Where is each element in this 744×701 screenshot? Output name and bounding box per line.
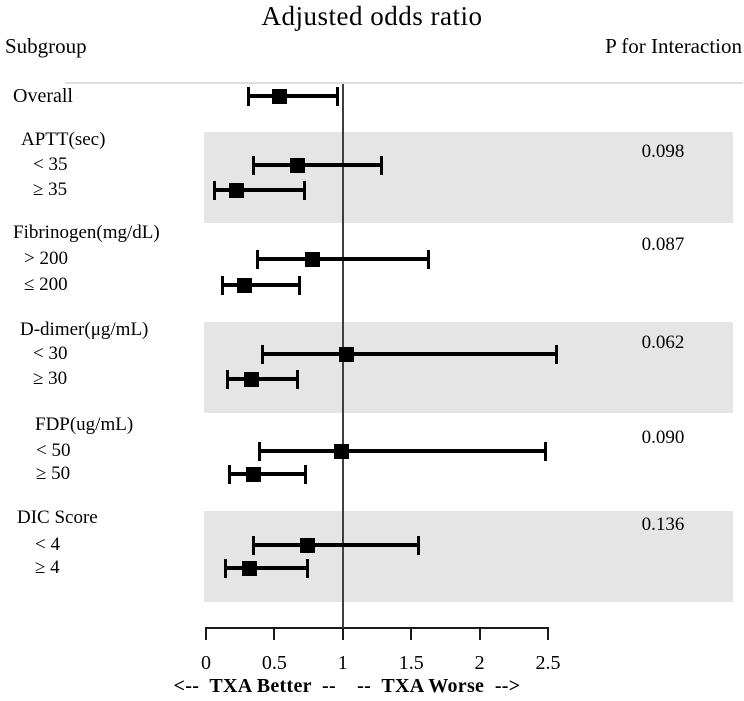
or-marker [246, 466, 262, 482]
p-interaction-value: 0.090 [641, 427, 685, 448]
ci-bar [253, 163, 382, 167]
ci-cap-high [296, 369, 300, 389]
or-marker [333, 443, 349, 459]
ci-cap-high [305, 558, 309, 578]
p-interaction-value: 0.062 [641, 332, 685, 353]
p-interaction-value: 0.087 [641, 234, 685, 255]
group-label: APTT(sec) [21, 129, 106, 150]
group-label: D-dimer(μg/mL) [20, 319, 149, 340]
subgroup-label: > 200 [24, 248, 68, 269]
group-label: FDP(ug/mL) [35, 414, 134, 435]
group-label: DIC Score [17, 507, 98, 528]
axis-tick [273, 629, 276, 640]
subgroup-label: ≥ 30 [33, 368, 68, 389]
axis-tick-label: 1 [337, 652, 348, 674]
ci-cap-high [543, 441, 547, 461]
ci-cap-low [223, 558, 227, 578]
or-marker [228, 182, 244, 198]
p-interaction-value: 0.136 [641, 514, 685, 535]
ci-bar [214, 188, 305, 192]
ci-bar [225, 566, 308, 570]
axis-tick [205, 629, 207, 640]
ci-cap-high [416, 535, 420, 555]
axis-tick-label: 2 [474, 652, 485, 674]
axis-tick [410, 629, 413, 640]
subgroup-label: ≥ 50 [36, 463, 71, 484]
axis-tick-label: 0 [201, 652, 211, 674]
or-marker [243, 371, 259, 387]
group-band [204, 132, 733, 223]
x-axis-direction-caption: <-- TXA Better -- -- TXA Worse --> [173, 675, 521, 697]
ci-cap-high [427, 249, 431, 269]
group-band [204, 322, 733, 413]
subgroup-column-header: Subgroup [5, 34, 87, 58]
ci-cap-low [257, 441, 261, 461]
ci-cap-high [335, 86, 339, 106]
ci-cap-high [297, 275, 301, 295]
axis-tick [341, 629, 344, 640]
ci-cap-low [227, 464, 231, 484]
axis-tick-label: 2.5 [535, 652, 561, 674]
chart-title: Adjusted odds ratio [261, 1, 483, 31]
subgroup-label: < 35 [33, 154, 68, 175]
or-marker [299, 537, 315, 553]
ci-cap-low [220, 275, 224, 295]
ci-cap-low [256, 249, 260, 269]
ci-bar [248, 94, 338, 98]
axis-tick [547, 629, 549, 640]
ci-cap-low [246, 86, 250, 106]
subgroup-label: < 4 [35, 534, 60, 555]
overall-label: Overall [13, 85, 73, 107]
ci-cap-low [252, 155, 256, 175]
ci-cap-high [554, 344, 558, 364]
group-band [204, 511, 733, 602]
ci-bar [257, 257, 429, 261]
ci-cap-low [252, 535, 256, 555]
ci-bar [259, 449, 546, 453]
ci-cap-low [226, 369, 230, 389]
subgroup-label: ≤ 200 [24, 274, 68, 295]
group-label: Fibrinogen(mg/dL) [13, 222, 160, 243]
or-marker [339, 346, 355, 362]
axis-tick-label: 0.5 [261, 652, 287, 674]
ci-bar [229, 472, 306, 476]
ci-bar [253, 543, 419, 547]
ci-cap-low [212, 180, 216, 200]
axis-tick-label: 1.5 [398, 652, 424, 674]
or-marker [305, 251, 321, 267]
ci-cap-high [304, 464, 308, 484]
p-interaction-column-header: P for Interaction [605, 34, 742, 58]
ci-bar [227, 377, 298, 381]
subgroup-label: ≥ 35 [33, 179, 68, 200]
or-marker [272, 88, 288, 104]
x-axis-line [205, 627, 549, 629]
ci-cap-low [260, 344, 264, 364]
or-marker [236, 277, 252, 293]
axis-tick [478, 629, 481, 640]
or-marker [290, 157, 306, 173]
subgroup-label: < 30 [33, 343, 68, 364]
or-marker [242, 560, 258, 576]
ci-cap-high [379, 155, 383, 175]
ci-bar [262, 352, 557, 356]
ci-bar [222, 283, 299, 287]
subgroup-label: < 50 [36, 440, 71, 461]
p-interaction-value: 0.098 [641, 141, 685, 162]
subgroup-label: ≥ 4 [35, 557, 60, 578]
header-divider-line [65, 82, 743, 84]
ci-cap-high [302, 180, 306, 200]
